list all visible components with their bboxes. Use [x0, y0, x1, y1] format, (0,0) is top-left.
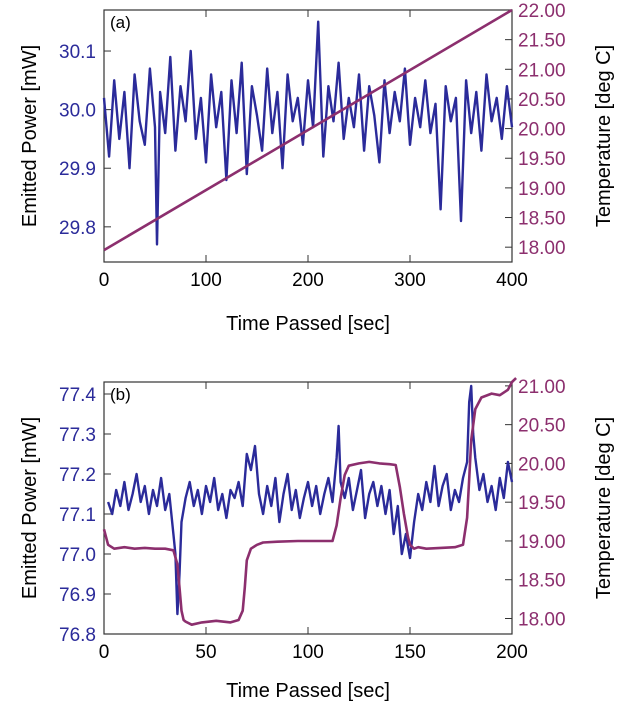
y-right-tick-label-a: 20.00	[518, 120, 566, 141]
y-right-tick-label-a: 18.00	[518, 238, 566, 259]
y-right-tick-label-a: 19.50	[518, 149, 566, 170]
plot-frame-a	[103, 9, 513, 263]
emitted-power-series-b	[106, 384, 514, 616]
x-tick-label-a: 400	[496, 270, 528, 291]
y-left-tick-label-b: 77.0	[59, 545, 96, 566]
y-right-tick-label-b: 19.00	[518, 532, 566, 553]
y-right-tick-label-b: 18.50	[518, 571, 566, 592]
x-tick-label-b: 200	[496, 642, 528, 663]
x-tick-label-b: 150	[394, 642, 426, 663]
y-left-tick-label-b: 76.9	[59, 585, 96, 606]
y-left-tick-label-b: 77.3	[59, 425, 96, 446]
y-right-tick-label-a: 21.00	[518, 60, 566, 81]
y-right-tick-label-a: 22.00	[518, 1, 566, 22]
x-axis-label-a: Time Passed [sec]	[226, 313, 390, 335]
x-tick-label-a: 100	[190, 270, 222, 291]
x-tick-label-a: 200	[292, 270, 324, 291]
panel-a: (a) Time Passed [sec] Emitted Power [mW]…	[19, 1, 615, 335]
y-right-tick-label-b: 18.00	[518, 609, 566, 630]
x-tick-label-a: 0	[99, 270, 110, 291]
y-right-tick-label-b: 20.00	[518, 454, 566, 475]
y-left-tick-label-a: 30.0	[59, 101, 96, 122]
y-axis-label-right-b: Temperature [deg C]	[593, 417, 615, 599]
y-left-tick-label-b: 76.8	[59, 625, 96, 646]
panel-b: (b) Time Passed [sec] Emitted Power [mW]…	[19, 377, 615, 702]
y-right-tick-label-b: 19.50	[518, 493, 566, 514]
emitted-power-series-a	[102, 20, 514, 246]
temperature-series-b	[102, 377, 517, 627]
x-tick-label-a: 300	[394, 270, 426, 291]
y-left-tick-label-a: 29.8	[59, 218, 96, 239]
y-left-tick-label-b: 77.2	[59, 465, 96, 486]
y-left-tick-label-b: 77.4	[59, 385, 96, 406]
y-right-tick-label-b: 21.00	[518, 377, 566, 398]
y-left-tick-label-a: 29.9	[59, 159, 96, 180]
x-tick-label-b: 100	[292, 642, 324, 663]
y-axis-label-right-a: Temperature [deg C]	[593, 45, 615, 227]
x-tick-label-b: 50	[195, 642, 216, 663]
y-right-tick-label-a: 18.50	[518, 209, 566, 230]
y-right-tick-label-b: 20.50	[518, 416, 566, 437]
y-left-tick-label-b: 77.1	[59, 505, 96, 526]
y-left-tick-label-a: 30.1	[59, 42, 96, 63]
panel-label-a: (a)	[110, 13, 131, 32]
x-tick-label-b: 0	[99, 642, 110, 663]
panel-label-b: (b)	[110, 385, 131, 404]
temperature-series-a	[103, 8, 513, 252]
y-right-tick-label-a: 19.00	[518, 179, 566, 200]
y-right-tick-label-a: 21.50	[518, 31, 566, 52]
y-right-tick-label-a: 20.50	[518, 90, 566, 111]
x-axis-label-b: Time Passed [sec]	[226, 680, 390, 702]
y-axis-label-left-a: Emitted Power [mW]	[19, 45, 41, 227]
y-axis-label-left-b: Emitted Power [mW]	[19, 417, 41, 599]
